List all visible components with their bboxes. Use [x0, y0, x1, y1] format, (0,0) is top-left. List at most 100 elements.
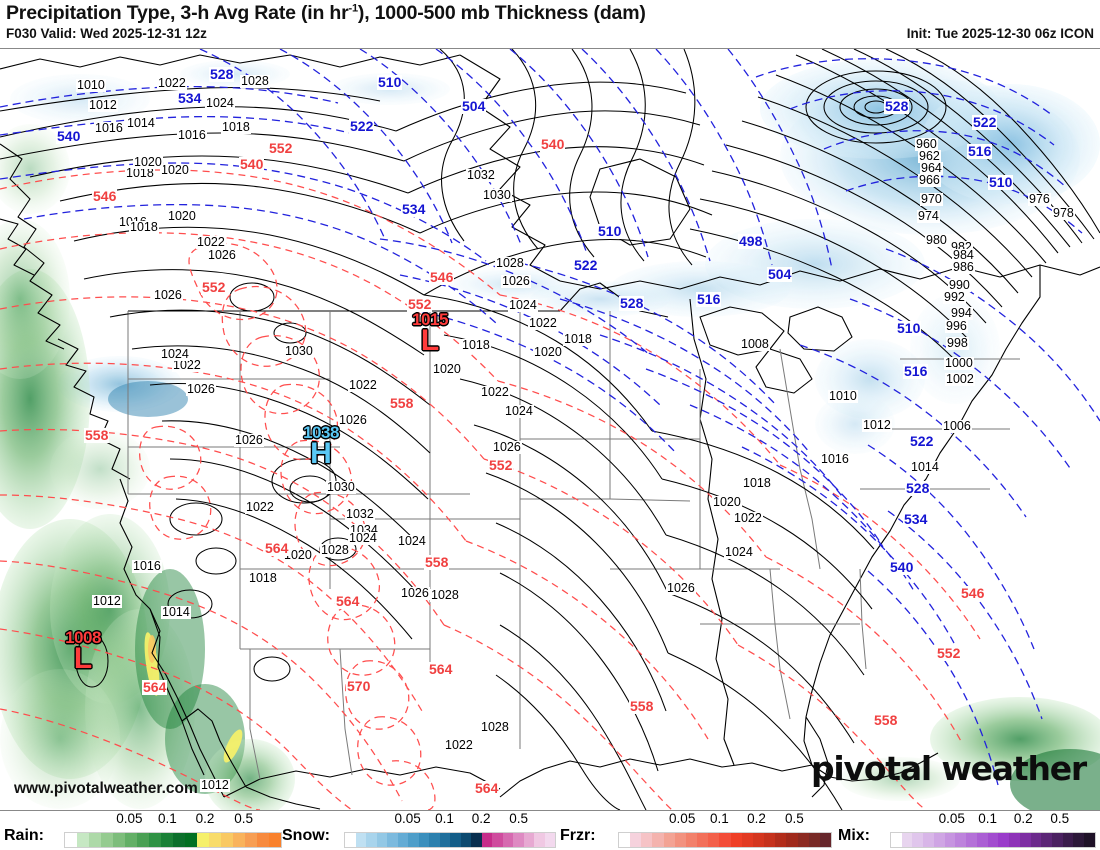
legend-swatch-snow [492, 833, 503, 847]
isobar-label: 980 [925, 233, 948, 248]
legend-swatch-mix [998, 833, 1010, 847]
isobar-label: 1022 [444, 738, 474, 753]
legend-swatch-snow [439, 833, 450, 847]
isobar-label: 1020 [533, 345, 563, 360]
thickness-warm-label: 552 [488, 457, 514, 473]
snow-shading-layer [10, 59, 1100, 454]
legend-group-frzr[interactable]: Frzr: 0.05 0.1 0.2 0.5 [560, 811, 836, 850]
isobar-label: 1020 [167, 209, 197, 224]
legend-swatch-mix [944, 833, 956, 847]
isobar-label: 1022 [196, 235, 226, 250]
legend-swatch-frzr [764, 833, 776, 847]
legend-swatch-rain [161, 833, 173, 847]
legend-swatch-rain [77, 833, 89, 847]
isobar-label: 1028 [320, 543, 350, 558]
isobar-label: 992 [943, 290, 966, 305]
legend-tick-rain: 0.5 [234, 811, 254, 826]
isobar-label: 1010 [76, 78, 106, 93]
isobar-label: 1018 [129, 220, 159, 235]
isobar-label: 1020 [133, 155, 163, 170]
legend-swatch-frzr [730, 833, 742, 847]
legend-swatch-frzr [752, 833, 765, 847]
valid-time-label: F030 Valid: Wed 2025-12-31 12z [6, 26, 207, 41]
legend-swatch-rain [197, 833, 209, 847]
legend-swatch-rain [89, 833, 101, 847]
isobar-label: 1018 [248, 571, 278, 586]
weather-map[interactable]: 1010 1012 1016 1018 1020 1022 1024 1028 1020 1014… [0, 48, 1100, 811]
thickness-warm-label: 564 [142, 679, 168, 695]
legend-swatch-snow [481, 833, 492, 847]
isobar-label: 1028 [240, 74, 270, 89]
thickness-warm-label: 558 [389, 395, 415, 411]
legend-swatch-snow [534, 833, 545, 847]
legend-group-snow[interactable]: Snow: 0.05 0.1 0.2 0.5 [282, 811, 558, 850]
legend-swatch-mix [1019, 833, 1031, 847]
isobar-label: 1028 [495, 256, 525, 271]
isobar-label: 1026 [153, 288, 183, 303]
isobar-label: 1024 [724, 545, 754, 560]
isobar-label: 1018 [125, 166, 155, 181]
legend-colorbar-snow [344, 832, 556, 848]
thickness-cold-label: 540 [889, 559, 915, 575]
isobar-label: 1026 [501, 274, 531, 289]
isobar-label: 1024 [348, 531, 378, 546]
legend-swatch-rain [173, 833, 185, 847]
title-main: Precipitation Type, 3-h Avg Rate (in hr [6, 2, 349, 24]
legend-swatch-snow [366, 833, 377, 847]
isobar-label: 1012 [92, 594, 122, 609]
legend-swatch-snow [376, 833, 387, 847]
thickness-warm-label: 552 [268, 140, 294, 156]
legend-group-rain[interactable]: Rain: 0.05 0.1 0.2 0.5 [4, 811, 282, 850]
isobar-label: 1022 [245, 500, 275, 515]
isobar-label: 1022 [528, 316, 558, 331]
legend-swatch-mix [923, 833, 934, 847]
legend-swatch-snow [387, 833, 398, 847]
isobar-label: 1020 [160, 163, 190, 178]
isobar-label: 1022 [172, 358, 202, 373]
thickness-cold-label: 534 [903, 511, 929, 527]
legend-swatch-frzr [630, 833, 642, 847]
legend-ticks-frzr: 0.05 0.1 0.2 0.5 [618, 811, 832, 831]
isobar-label: 1012 [200, 778, 230, 793]
isobar-label: 1012 [862, 418, 892, 433]
state-borders [127, 311, 1020, 780]
legend-swatch-frzr [797, 833, 809, 847]
legend-swatch-rain [65, 833, 77, 847]
legend-ticks-mix: 0.05 0.1 0.2 0.5 [890, 811, 1096, 831]
header-bar: Precipitation Type, 3-h Avg Rate (in hr-… [0, 0, 1100, 48]
init-time-label: Init: Tue 2025-12-30 06z ICON [906, 26, 1094, 41]
thickness-cold-label: 516 [903, 363, 929, 379]
legend-swatch-mix [891, 833, 902, 847]
legend-swatch-frzr [741, 833, 753, 847]
thickness-cold-label: 534 [177, 90, 203, 106]
isobar-label: 1018 [742, 476, 772, 491]
thickness-warm-label: 552 [201, 279, 227, 295]
thickness-cold-label: 522 [972, 114, 998, 130]
legend-swatch-snow [408, 833, 419, 847]
legend-swatch-frzr [641, 833, 653, 847]
legend-swatch-frzr [663, 833, 675, 847]
thickness-cold-label: 510 [597, 223, 623, 239]
isobar-label: 1018 [461, 338, 491, 353]
thickness-warm-label: 546 [429, 269, 455, 285]
isobar-label: 996 [945, 319, 968, 334]
legend-swatch-frzr [652, 833, 664, 847]
thickness-cold-label: 528 [884, 98, 910, 114]
legend-colorbar-rain [64, 832, 282, 848]
thickness-warm-label: 564 [335, 593, 361, 609]
legend-swatch-snow [355, 833, 366, 847]
legend-swatch-rain [269, 833, 281, 847]
isobar-label: 1010 [828, 389, 858, 404]
legend-swatch-rain [113, 833, 125, 847]
legend-swatch-snow [502, 833, 513, 847]
legend-swatch-snow [544, 833, 555, 847]
legend-swatch-mix [976, 833, 988, 847]
legend-swatch-frzr [786, 833, 798, 847]
isobar-label: 962 [918, 149, 941, 164]
legend-swatch-mix [1084, 833, 1095, 847]
isobar-label: 986 [952, 260, 975, 275]
legend-swatch-mix [987, 833, 999, 847]
legend-swatch-mix [966, 833, 977, 847]
legend-group-mix[interactable]: Mix: 0.05 0.1 0.2 0.5 [838, 811, 1100, 850]
thickness-cold-label: 510 [896, 320, 922, 336]
